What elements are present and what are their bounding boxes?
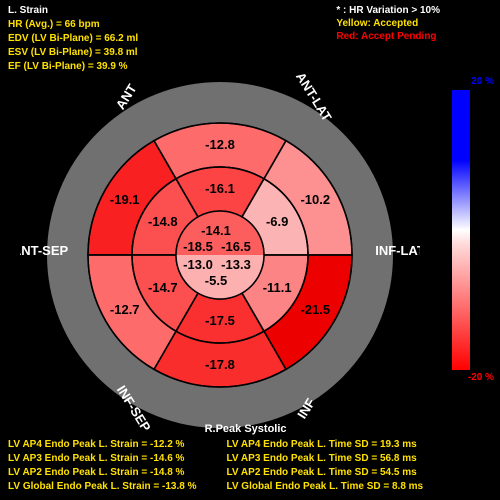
top-left-metrics: L. Strain HR (Avg.) = 66 bpm EDV (LV Bi-… xyxy=(8,4,138,74)
svg-text:-12.8: -12.8 xyxy=(205,137,235,152)
bottom-metrics: R.Peak Systolic LV AP4 Endo Peak L. Stra… xyxy=(8,422,423,494)
svg-text:-6.9: -6.9 xyxy=(266,214,288,229)
svg-text:-11.1: -11.1 xyxy=(263,280,292,295)
svg-text:INF-LAT: INF-LAT xyxy=(375,243,420,258)
legend-asterisk: * : HR Variation > 10% xyxy=(336,4,440,17)
bottom-right-col: LV AP4 Endo Peak L. Time SD = 19.3 ms LV… xyxy=(226,438,423,494)
svg-text:ANT-SEP: ANT-SEP xyxy=(20,243,68,258)
svg-text:-16.1: -16.1 xyxy=(205,181,235,196)
svg-text:-14.1: -14.1 xyxy=(201,223,231,238)
svg-text:-17.8: -17.8 xyxy=(205,357,235,372)
bullseye-plot: -19.1 -12.8 -10.2 -21.5 -17.8 -12.7 -14.8 -16.1… xyxy=(20,70,420,440)
svg-text:-13.3: -13.3 xyxy=(221,257,251,272)
svg-text:-5.5: -5.5 xyxy=(205,273,227,288)
svg-text:-14.7: -14.7 xyxy=(148,280,178,295)
svg-text:-18.5: -18.5 xyxy=(183,239,213,254)
metric-edv: EDV (LV Bi-Plane) = 66.2 ml xyxy=(8,32,138,46)
colorbar: 20 % -20 % xyxy=(452,90,494,370)
legend-yellow: Yellow: Accepted xyxy=(336,17,440,30)
svg-text:-10.2: -10.2 xyxy=(300,192,330,207)
svg-text:-14.8: -14.8 xyxy=(148,214,178,229)
colorbar-bottom-label: -20 % xyxy=(468,372,494,383)
legend-red: Red: Accept Pending xyxy=(336,30,440,43)
bottom-left-col: LV AP4 Endo Peak L. Strain = -12.2 % LV … xyxy=(8,438,196,494)
svg-text:-13.0: -13.0 xyxy=(183,257,213,272)
svg-text:-21.5: -21.5 xyxy=(300,302,330,317)
svg-text:-17.5: -17.5 xyxy=(205,313,235,328)
metric-hr: HR (Avg.) = 66 bpm xyxy=(8,18,138,32)
metric-esv: ESV (LV Bi-Plane) = 39.8 ml xyxy=(8,46,138,60)
svg-text:-19.1: -19.1 xyxy=(110,192,140,207)
colorbar-top-label: 20 % xyxy=(471,76,494,87)
legend-top-right: * : HR Variation > 10% Yellow: Accepted … xyxy=(336,4,440,43)
svg-text:-12.7: -12.7 xyxy=(110,302,140,317)
svg-text:-16.5: -16.5 xyxy=(221,239,251,254)
bottom-title: R.Peak Systolic xyxy=(68,422,423,436)
chart-title: L. Strain xyxy=(8,4,138,18)
